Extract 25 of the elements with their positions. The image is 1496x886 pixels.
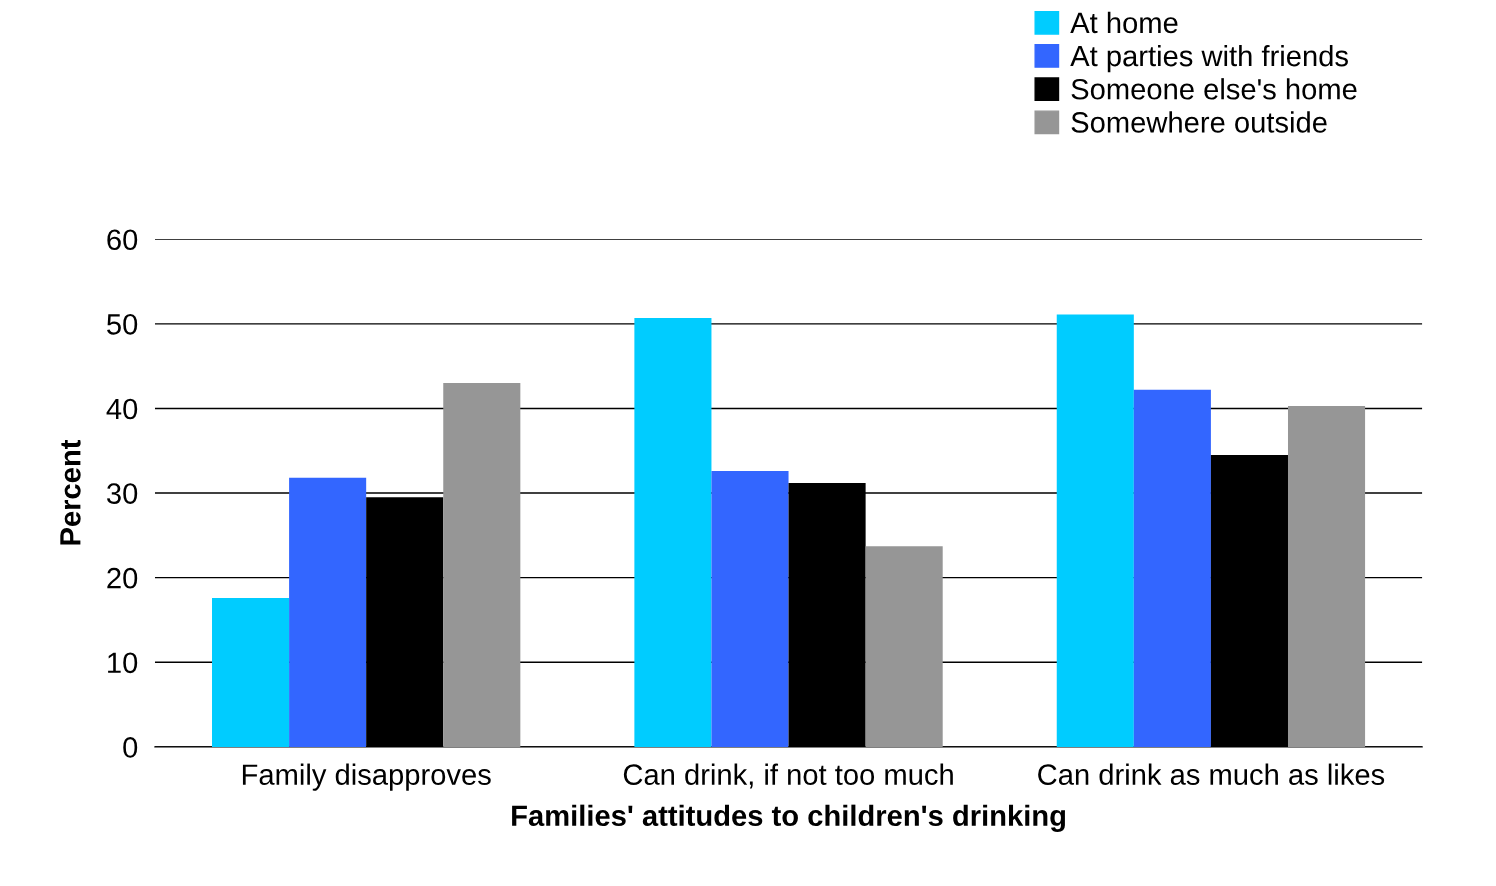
bar (443, 383, 521, 747)
bar (634, 317, 712, 747)
x-tick-label: Can drink, if not too much (623, 763, 953, 789)
legend-label: At home (1070, 11, 1178, 34)
x-axis-title: Families' attitudes to children's drinking (512, 804, 1065, 832)
legend-label: At parties with friends (1070, 44, 1348, 73)
bar (289, 477, 367, 747)
legend-label: Someone else's home (1071, 78, 1357, 100)
bar (212, 597, 290, 747)
y-axis-title: Percent (60, 439, 81, 545)
bar (1287, 405, 1366, 747)
y-tick-label: 20 (107, 567, 138, 589)
bar (711, 471, 789, 747)
bar (865, 546, 943, 747)
y-tick-label: 10 (108, 652, 138, 674)
y-tick-label: 60 (107, 229, 138, 251)
y-tick-label: 30 (106, 483, 138, 504)
bar (1133, 389, 1211, 747)
y-tick-label: 50 (107, 314, 138, 335)
bar (1056, 314, 1134, 747)
legend-label: Somewhere outside (1071, 111, 1327, 133)
x-tick-label: Can drink as much as likes (1038, 763, 1385, 785)
x-tick-label: Family disapproves (242, 763, 491, 791)
y-tick-label: 0 (123, 737, 138, 758)
y-tick-label: 40 (106, 398, 138, 420)
